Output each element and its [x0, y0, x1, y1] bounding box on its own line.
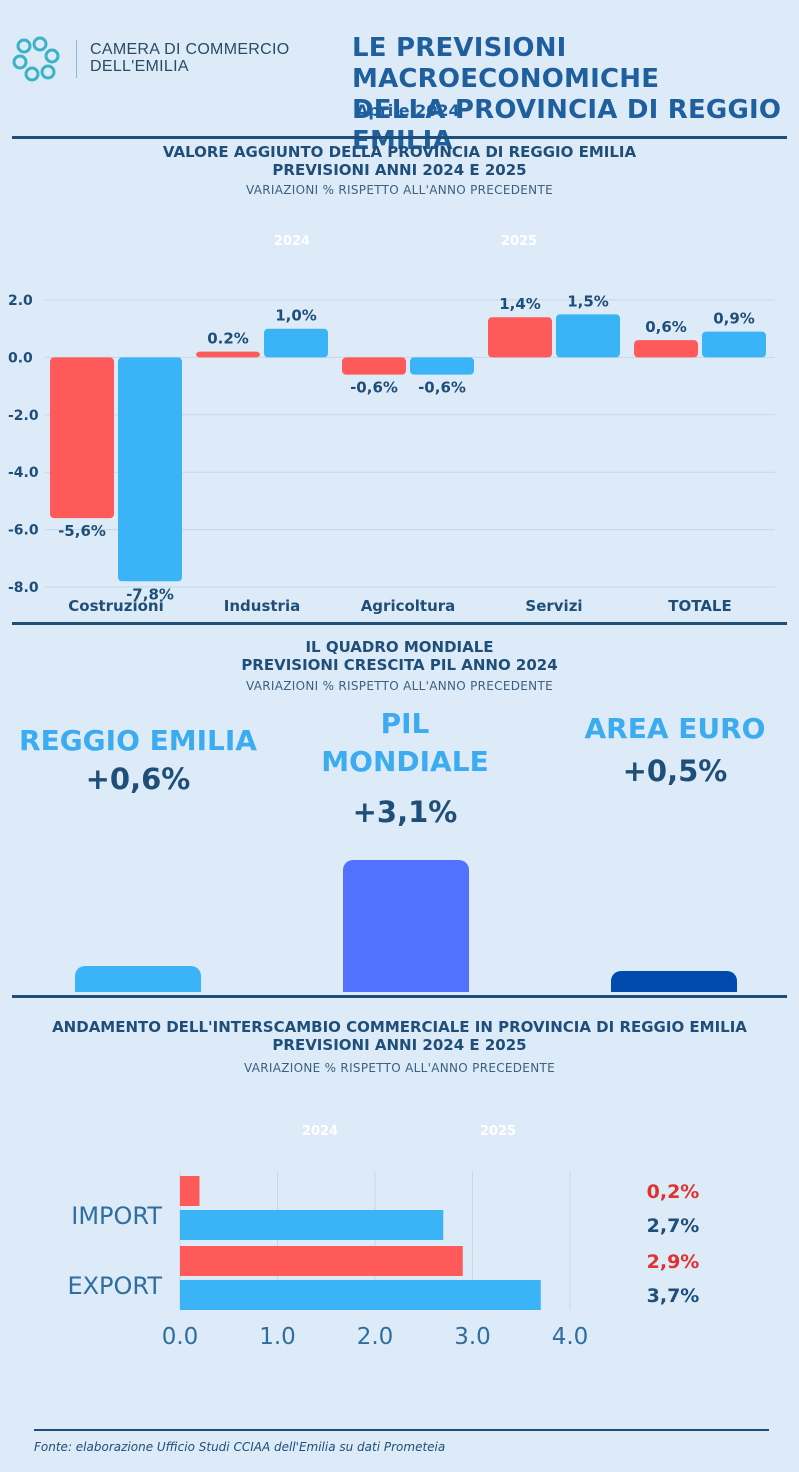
world-bar-pil-mondiale: [343, 860, 469, 992]
value-added-chart: 2.0 0.0 -2.0 -4.0 -6.0 -8.0 -5,6% -7,8%Costruzi…: [8, 292, 775, 615]
legend-2025: 2025: [428, 1107, 568, 1155]
bar-2025: [180, 1210, 444, 1240]
source-note: Fonte: elaborazione Ufficio Studi CCIAA …: [34, 1440, 446, 1454]
data-label: -0,6%: [418, 379, 466, 397]
x-tick-label: 1.0: [259, 1324, 296, 1350]
bar-2024: [180, 1176, 200, 1206]
chamber-logo-icon: [12, 36, 60, 82]
logo-separator: [76, 40, 77, 78]
x-category-label: Agricoltura: [361, 597, 456, 615]
x-tick-label: 3.0: [454, 1324, 491, 1350]
world-label-reggio-emilia: REGGIO EMILIA: [19, 724, 257, 757]
world-value-area-euro: +0,5%: [622, 754, 728, 788]
section1-title: VALORE AGGIUNTO DELLA PROVINCIA DI REGGI…: [162, 143, 637, 179]
legend-2024: 2024: [222, 217, 362, 265]
section2-title: IL QUADRO MONDIALE PREVISIONI CRESCITA P…: [241, 638, 558, 674]
legend-2024-label: 2024: [273, 233, 311, 249]
x-category-label: Industria: [224, 597, 300, 615]
data-label: 0,2%: [647, 1181, 700, 1203]
world-value-reggio-emilia: +0,6%: [85, 762, 191, 796]
world-bar-area-euro: [611, 970, 737, 992]
y-tick-label: 2.0: [8, 293, 33, 309]
data-label: 1,5%: [567, 292, 609, 310]
bar-2025: [702, 331, 766, 358]
legend-2024: 2024: [250, 1107, 390, 1155]
data-label: 1,4%: [499, 295, 541, 313]
x-tick-label: 2.0: [357, 1324, 394, 1350]
bar-2025: [264, 328, 328, 358]
data-label: 0.2%: [207, 330, 249, 348]
legend-2024-label: 2024: [301, 1123, 339, 1139]
world-value-pil-mondiale: +3,1%: [352, 795, 458, 829]
bar-2025: [180, 1280, 541, 1310]
organization-name: CAMERA DI COMMERCIO DELL'EMILIA: [90, 41, 290, 75]
divider: [34, 1429, 769, 1431]
bar-2025: [410, 357, 474, 375]
x-tick-label: 4.0: [552, 1324, 589, 1350]
x-tick-label: 0.0: [162, 1324, 199, 1350]
world-label-area-euro: AREA EURO: [584, 712, 766, 745]
data-label: 1,0%: [275, 307, 317, 325]
y-tick-label: -2.0: [8, 408, 39, 424]
data-label: -0,6%: [350, 379, 398, 397]
section2-subtitle: VARIAZIONI % RISPETTO ALL'ANNO PRECEDENT…: [246, 679, 553, 693]
bar-2024: [196, 351, 260, 358]
bar-2024: [50, 357, 114, 519]
bar-2025: [118, 357, 182, 582]
publication-date: Aprile 2024: [356, 101, 460, 120]
bar-2024: [342, 357, 406, 375]
data-label: 2,7%: [647, 1215, 700, 1237]
y-category-label: IMPORT: [71, 1202, 162, 1230]
trade-chart: 0.0 1.0 2.0 3.0 4.0 0,2% 2,7% IMPORT 2,9% 3,7% EXP…: [67, 1172, 700, 1350]
data-label: 3,7%: [647, 1285, 700, 1307]
data-label: -7,8%: [126, 585, 174, 603]
legend-2025-label: 2025: [500, 233, 538, 249]
section1-subtitle: VARIAZIONI % RISPETTO ALL'ANNO PRECEDENT…: [246, 183, 553, 197]
section3-subtitle: VARIAZIONE % RISPETTO ALL'ANNO PRECEDENT…: [244, 1061, 555, 1075]
divider: [12, 136, 787, 139]
world-label-pil-mondiale: PIL MONDIALE: [321, 707, 489, 778]
legend-2025-label: 2025: [479, 1123, 517, 1139]
data-label: 0,6%: [645, 318, 687, 336]
divider: [12, 995, 787, 998]
x-category-label: Servizi: [525, 597, 582, 615]
bar-2024: [488, 317, 552, 358]
bar-2024: [180, 1246, 463, 1276]
x-category-label: Costruzioni: [68, 597, 164, 615]
y-tick-label: 0.0: [8, 350, 33, 366]
x-category-label: TOTALE: [668, 597, 731, 615]
section3-title: ANDAMENTO DELL'INTERSCAMBIO COMMERCIALE …: [52, 1018, 747, 1054]
data-label: 2,9%: [647, 1251, 700, 1273]
data-label: -5,6%: [58, 522, 106, 540]
world-bar-reggio-emilia: [75, 966, 201, 992]
divider: [12, 622, 787, 625]
y-tick-label: -6.0: [8, 523, 39, 539]
y-category-label: EXPORT: [67, 1272, 162, 1300]
bar-2025: [556, 314, 620, 358]
y-tick-label: -4.0: [8, 465, 39, 481]
data-label: 0,9%: [713, 310, 755, 328]
bar-2024: [634, 340, 698, 358]
y-tick-label: -8.0: [8, 580, 39, 596]
legend-2025: 2025: [449, 217, 589, 265]
page-title: LE PREVISIONI MACROECONOMICHE DELLA PROV…: [352, 33, 782, 156]
